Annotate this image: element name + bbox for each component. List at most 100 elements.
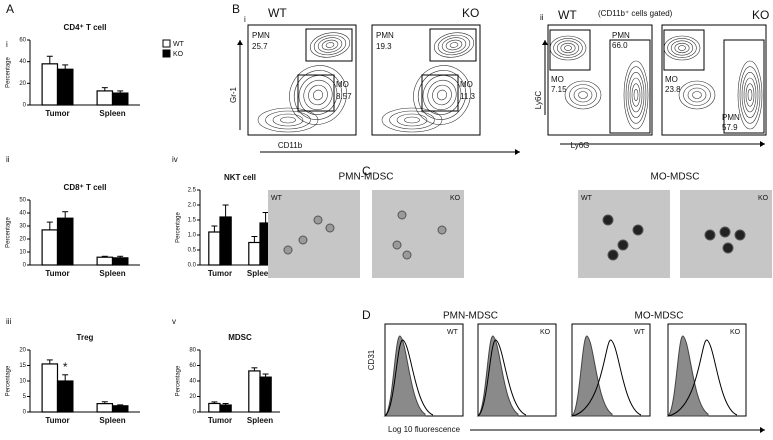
x-tick-label: Tumor	[208, 416, 232, 425]
gate-name: PMN	[252, 31, 270, 40]
y-tick-label: 30	[19, 224, 26, 230]
gate-value: 25.7	[252, 42, 268, 51]
bar	[208, 231, 221, 266]
cell	[437, 225, 447, 235]
cell	[313, 215, 323, 225]
x-tick-label: Spleen	[99, 416, 125, 425]
plot-label: KO	[730, 329, 741, 336]
isotype-histogram	[570, 335, 613, 417]
panel-number: iv	[172, 155, 178, 164]
gate-name: MO	[460, 80, 473, 89]
contour	[309, 32, 351, 58]
contour	[325, 42, 335, 48]
gate-name: PMN	[376, 31, 394, 40]
y-tick-label: 40	[19, 59, 26, 65]
error-bar	[117, 90, 124, 94]
contour	[556, 40, 580, 56]
bar	[208, 402, 221, 413]
error-bar	[222, 204, 229, 217]
contour	[573, 87, 593, 103]
chart-title: Treg	[77, 333, 94, 342]
x-tick-label: Spleen	[247, 416, 273, 425]
contour	[747, 89, 753, 101]
gate	[609, 39, 651, 134]
contour	[432, 84, 452, 106]
bar	[96, 90, 114, 106]
cell	[607, 249, 619, 261]
contour	[674, 42, 690, 54]
contour	[633, 89, 639, 101]
y-tick-label: 20	[19, 348, 26, 354]
error-bar	[222, 402, 229, 406]
cell	[298, 235, 308, 245]
contour	[631, 83, 641, 107]
cell	[602, 214, 614, 226]
bar	[111, 405, 129, 413]
x-axis-label: Log 10 fluorescence	[388, 425, 461, 434]
y-tick-label: 40	[19, 211, 26, 217]
bar	[56, 380, 74, 413]
legend-label: WT	[173, 41, 185, 48]
bar	[56, 68, 74, 106]
y-tick-label: 0.5	[188, 248, 197, 254]
y-tick-label: 2.5	[188, 188, 197, 194]
y-axis-label: CD31	[367, 349, 376, 370]
y-tick-label: 2.0	[188, 203, 197, 209]
error-bar	[117, 404, 124, 406]
gate-value: 7.15	[551, 85, 567, 94]
plot-title: KO	[752, 8, 769, 22]
panel-number: ii	[6, 155, 10, 164]
contour	[272, 113, 304, 127]
contour	[449, 42, 459, 48]
bar	[96, 256, 114, 266]
cell	[722, 242, 734, 254]
legend-swatch	[162, 39, 171, 48]
legend-label: KO	[173, 51, 184, 58]
contour	[678, 45, 686, 51]
gate-value: 11.3	[460, 92, 476, 101]
contour	[404, 116, 420, 124]
arrow-head	[542, 40, 548, 45]
image-label: WT	[581, 195, 593, 202]
arrow-head	[237, 40, 243, 45]
y-tick-label: 20	[19, 81, 26, 87]
isotype-histogram	[383, 335, 426, 417]
sub-label: i	[244, 15, 246, 24]
gate-name: PMN	[612, 31, 630, 40]
plot-title: WT	[268, 6, 287, 20]
contour	[303, 79, 333, 111]
bar	[259, 376, 272, 413]
x-axis-label: Ly6G	[571, 141, 590, 150]
x-tick-label: Tumor	[45, 109, 69, 118]
y-tick-label: 80	[189, 348, 196, 354]
contour	[683, 84, 711, 106]
error-bar	[251, 367, 258, 371]
x-tick-label: Tumor	[45, 269, 69, 278]
cd31-histogram	[384, 339, 434, 417]
gate-note: (CD11b⁺ cells gated)	[598, 9, 673, 18]
panel-label: D	[362, 308, 371, 322]
cell	[325, 223, 335, 233]
error-bar	[117, 255, 124, 258]
plot-label: WT	[634, 329, 646, 336]
bar	[219, 404, 232, 413]
y-tick-label: 10	[19, 250, 26, 256]
y-tick-label: 10	[19, 379, 26, 385]
x-tick-label: Tumor	[208, 269, 232, 278]
image-label: KO	[450, 195, 461, 202]
y-axis-label: Percentage	[6, 365, 12, 396]
x-tick-label: Spleen	[99, 269, 125, 278]
contour	[396, 113, 428, 127]
plot-label: KO	[540, 329, 551, 336]
contour	[670, 40, 694, 56]
x-tick-label: Spleen	[99, 109, 125, 118]
contour	[441, 37, 467, 53]
contour	[321, 39, 339, 51]
cell	[397, 210, 407, 220]
error-bar	[62, 211, 69, 219]
bar	[248, 241, 261, 266]
contour	[560, 42, 576, 54]
contour	[737, 60, 763, 130]
image-label: WT	[271, 195, 283, 202]
